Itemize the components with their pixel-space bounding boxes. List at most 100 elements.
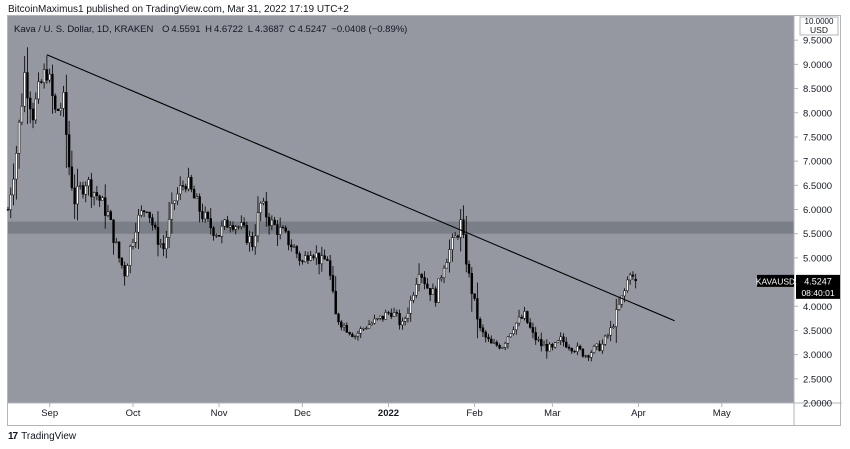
- candle-body: [137, 214, 140, 233]
- candle-body: [42, 69, 46, 83]
- candle-body: [26, 72, 29, 99]
- candle-body: [476, 298, 479, 320]
- candle-body: [212, 227, 215, 236]
- candle-body: [442, 267, 446, 278]
- candle-body: [73, 187, 76, 205]
- candle-body: [356, 333, 360, 337]
- candle-body: [31, 108, 35, 121]
- candle-body: [76, 186, 79, 205]
- candle-body: [426, 283, 429, 289]
- price-tick-label: 5.0000: [803, 253, 832, 264]
- price-tick-label: 2.0000: [803, 399, 832, 410]
- candle-body: [79, 185, 82, 187]
- candle-body: [234, 226, 237, 230]
- tradingview-logo-icon: 17: [8, 431, 18, 442]
- candle-body: [540, 339, 543, 347]
- candle-body: [462, 219, 465, 235]
- candle-body: [151, 217, 154, 226]
- candle-body: [228, 225, 232, 228]
- candle-body: [115, 241, 118, 244]
- time-tick-label: Feb: [466, 408, 482, 419]
- close-label: C: [288, 24, 296, 35]
- candle-body: [123, 265, 126, 277]
- candle-body: [87, 179, 90, 187]
- candle-body: [90, 179, 93, 198]
- candle-body: [409, 300, 412, 314]
- candle-body: [487, 336, 490, 340]
- candle-body: [512, 329, 515, 334]
- candle-body: [220, 225, 224, 237]
- candle-body: [598, 343, 601, 351]
- candle-body: [595, 343, 599, 347]
- candle-body: [448, 249, 451, 263]
- candle-body: [84, 185, 87, 195]
- candle-body: [231, 225, 235, 230]
- candle-body: [373, 318, 376, 324]
- candle-body: [112, 219, 115, 243]
- candle-body: [295, 246, 299, 254]
- candle-body: [537, 339, 540, 341]
- candle-body: [473, 293, 476, 299]
- candle-body: [467, 263, 471, 274]
- candle-body: [6, 209, 10, 211]
- candle-body: [45, 69, 49, 81]
- candle-body: [406, 312, 410, 319]
- candle-body: [626, 279, 629, 291]
- resistance-zone: [8, 221, 794, 234]
- candle-body: [506, 336, 510, 344]
- candle-body: [567, 346, 571, 349]
- candle-body: [317, 252, 321, 265]
- candle-body: [290, 244, 293, 248]
- candle-body: [159, 243, 162, 245]
- candle-body: [240, 222, 243, 227]
- symbol-title: Kava / U. S. Dollar, 1D, KRAKEN: [14, 24, 154, 35]
- candle-body: [434, 288, 437, 303]
- candle-body: [601, 343, 604, 351]
- candle-body: [515, 322, 518, 331]
- candle-body: [573, 350, 576, 353]
- candle-body: [415, 284, 418, 296]
- candle-body: [81, 185, 85, 195]
- candle-body: [634, 278, 637, 282]
- candle-body: [348, 331, 351, 335]
- candle-body: [287, 230, 290, 246]
- price-tick-label: 6.0000: [803, 205, 832, 216]
- candle-body: [340, 321, 343, 328]
- candle-body: [126, 265, 129, 277]
- candle-body: [592, 346, 596, 353]
- brand-name[interactable]: TradingView: [21, 431, 77, 442]
- price-tick-label: 7.5000: [803, 132, 832, 143]
- candle-body: [170, 203, 174, 220]
- candle-body: [248, 235, 251, 243]
- candle-body: [95, 192, 99, 197]
- descending-trendline[interactable]: [46, 54, 675, 322]
- candle-body: [331, 275, 335, 292]
- candle-body: [481, 327, 485, 333]
- candle-body: [334, 290, 337, 315]
- candle-body: [301, 260, 304, 262]
- candle-body: [534, 332, 537, 341]
- candle-body: [587, 355, 590, 358]
- candle-body: [392, 312, 396, 317]
- candle-body: [359, 328, 362, 334]
- candle-body: [362, 328, 365, 330]
- candle-body: [548, 343, 551, 352]
- tag-countdown: 08:40:01: [801, 288, 834, 298]
- candle-body: [101, 197, 104, 201]
- plot-background: [8, 16, 794, 403]
- candle-body: [456, 235, 460, 238]
- low-value: 4.3687: [255, 24, 285, 35]
- candle-body: [590, 352, 593, 358]
- price-axis[interactable]: 2.00002.50003.00003.50004.00004.50005.00…: [794, 36, 832, 410]
- candle-body: [353, 335, 357, 338]
- candle-body: [459, 219, 462, 238]
- time-axis[interactable]: Sep Oct Nov Dec 2022 Feb Mar Apr May: [41, 403, 731, 419]
- candle-body: [387, 312, 390, 314]
- candle-body: [192, 189, 196, 199]
- candle-body: [262, 201, 265, 204]
- candle-body: [584, 355, 587, 357]
- candle-body: [34, 98, 37, 121]
- currency-label: 10.0000 USD: [799, 16, 839, 36]
- candle-body: [15, 153, 18, 180]
